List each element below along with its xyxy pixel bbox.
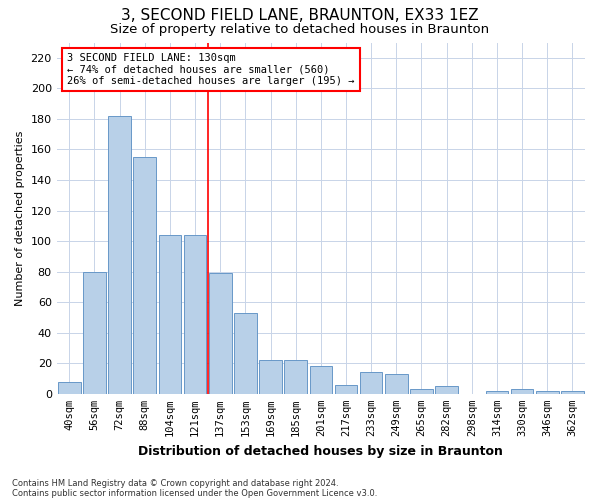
Bar (335, 384, 358, 394)
Bar (485, 391, 508, 394)
Bar (310, 366, 332, 394)
Bar (385, 374, 407, 394)
Bar (58, 382, 80, 394)
Text: Size of property relative to detached houses in Braunton: Size of property relative to detached ho… (110, 22, 490, 36)
Text: 3 SECOND FIELD LANE: 130sqm
← 74% of detached houses are smaller (560)
26% of se: 3 SECOND FIELD LANE: 130sqm ← 74% of det… (67, 53, 355, 86)
Bar (410, 389, 433, 394)
Text: Contains public sector information licensed under the Open Government Licence v3: Contains public sector information licen… (12, 488, 377, 498)
Bar (209, 273, 232, 394)
Bar (511, 389, 533, 394)
Bar (259, 360, 282, 394)
Bar (536, 391, 559, 394)
Bar (83, 272, 106, 394)
Bar (360, 372, 382, 394)
Bar (108, 116, 131, 394)
Bar (436, 386, 458, 394)
Y-axis label: Number of detached properties: Number of detached properties (15, 130, 25, 306)
Bar (284, 360, 307, 394)
Bar (158, 235, 181, 394)
Text: 3, SECOND FIELD LANE, BRAUNTON, EX33 1EZ: 3, SECOND FIELD LANE, BRAUNTON, EX33 1EZ (121, 8, 479, 22)
Bar (184, 235, 206, 394)
Text: Contains HM Land Registry data © Crown copyright and database right 2024.: Contains HM Land Registry data © Crown c… (12, 478, 338, 488)
Bar (234, 313, 257, 394)
Bar (133, 157, 156, 394)
Bar (561, 391, 584, 394)
X-axis label: Distribution of detached houses by size in Braunton: Distribution of detached houses by size … (139, 444, 503, 458)
